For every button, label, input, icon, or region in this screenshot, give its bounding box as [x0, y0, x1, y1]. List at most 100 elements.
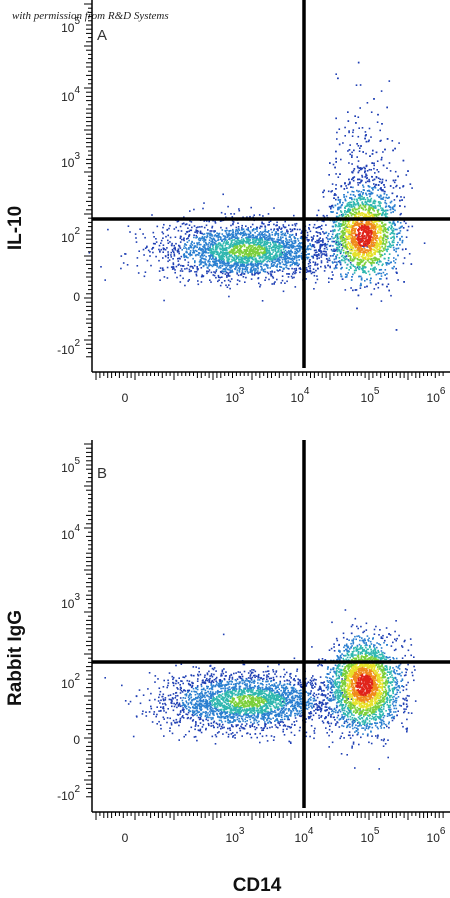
data-point [221, 259, 223, 262]
data-point [383, 186, 386, 188]
data-point [153, 236, 155, 238]
data-point [217, 274, 220, 277]
data-point [378, 203, 381, 205]
data-point [369, 261, 372, 264]
data-point [347, 120, 350, 122]
data-point [300, 255, 303, 257]
data-point [205, 251, 207, 254]
data-point [185, 256, 188, 259]
data-point [364, 198, 367, 201]
data-point [209, 230, 211, 232]
data-point [370, 231, 373, 233]
data-point [236, 265, 238, 268]
data-point [224, 239, 226, 241]
data-point [215, 246, 217, 248]
data-point [300, 257, 303, 259]
data-point [268, 247, 270, 250]
data-point [388, 80, 391, 82]
data-point [332, 206, 335, 209]
data-point [238, 249, 241, 251]
data-point [369, 238, 371, 240]
data-point [365, 249, 367, 252]
data-point [308, 260, 311, 263]
data-point [408, 253, 411, 255]
data-point [167, 253, 170, 256]
data-point [261, 252, 264, 254]
data-point [185, 255, 188, 258]
data-point [279, 266, 282, 268]
data-point [367, 234, 370, 236]
data-point [226, 263, 228, 265]
data-point [325, 251, 327, 253]
data-point [275, 233, 278, 235]
data-point [238, 250, 240, 252]
data-point [250, 263, 253, 266]
data-point [310, 245, 313, 248]
data-point [350, 287, 352, 289]
data-point [382, 164, 385, 167]
data-point [289, 261, 292, 263]
data-point [268, 249, 271, 252]
data-point [334, 261, 336, 263]
data-point [279, 269, 281, 272]
data-point [344, 276, 347, 278]
data-point [357, 258, 359, 261]
data-point [266, 242, 268, 244]
data-point [411, 187, 413, 189]
data-point [358, 237, 360, 239]
data-point [348, 183, 351, 185]
data-point [378, 229, 381, 231]
data-point [227, 243, 230, 246]
data-point [273, 257, 276, 260]
data-point [369, 215, 371, 218]
data-point [295, 234, 297, 236]
data-point [319, 225, 321, 228]
data-point [338, 207, 340, 210]
data-point [231, 235, 233, 238]
data-point [209, 257, 211, 260]
data-point [227, 264, 230, 267]
data-point [407, 170, 409, 172]
data-point [354, 255, 357, 258]
data-point [376, 213, 379, 216]
data-point [236, 244, 238, 246]
data-point [316, 275, 318, 277]
data-point [258, 214, 261, 216]
data-point [363, 205, 366, 208]
data-point [316, 239, 318, 242]
data-point [280, 245, 282, 247]
data-point [240, 274, 242, 276]
data-point [354, 204, 357, 206]
data-point [377, 201, 380, 203]
data-point [288, 252, 290, 254]
data-point [184, 284, 186, 287]
data-point [270, 273, 273, 276]
data-point [258, 254, 261, 256]
data-point [366, 233, 368, 236]
data-point [342, 236, 344, 239]
data-point [203, 243, 206, 246]
data-point [365, 203, 367, 206]
data-point [242, 228, 245, 230]
data-point [198, 239, 201, 242]
data-point [199, 239, 202, 242]
data-point [208, 258, 211, 261]
data-point [338, 128, 341, 130]
data-point [273, 261, 276, 264]
data-point [357, 182, 359, 184]
data-point [343, 239, 346, 242]
data-point [155, 241, 158, 243]
data-point [272, 255, 274, 258]
data-point [269, 251, 271, 254]
data-point [357, 203, 360, 205]
data-point [270, 243, 272, 246]
data-point [363, 196, 365, 199]
data-point [339, 199, 342, 201]
data-point [139, 228, 141, 230]
data-point [273, 229, 275, 232]
data-point [301, 237, 303, 239]
data-point [316, 251, 318, 253]
data-point [331, 183, 334, 185]
data-point [172, 258, 174, 260]
